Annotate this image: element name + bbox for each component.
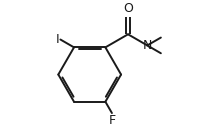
Text: F: F xyxy=(108,114,116,127)
Text: I: I xyxy=(56,33,60,46)
Text: O: O xyxy=(123,2,133,15)
Text: N: N xyxy=(143,39,152,52)
